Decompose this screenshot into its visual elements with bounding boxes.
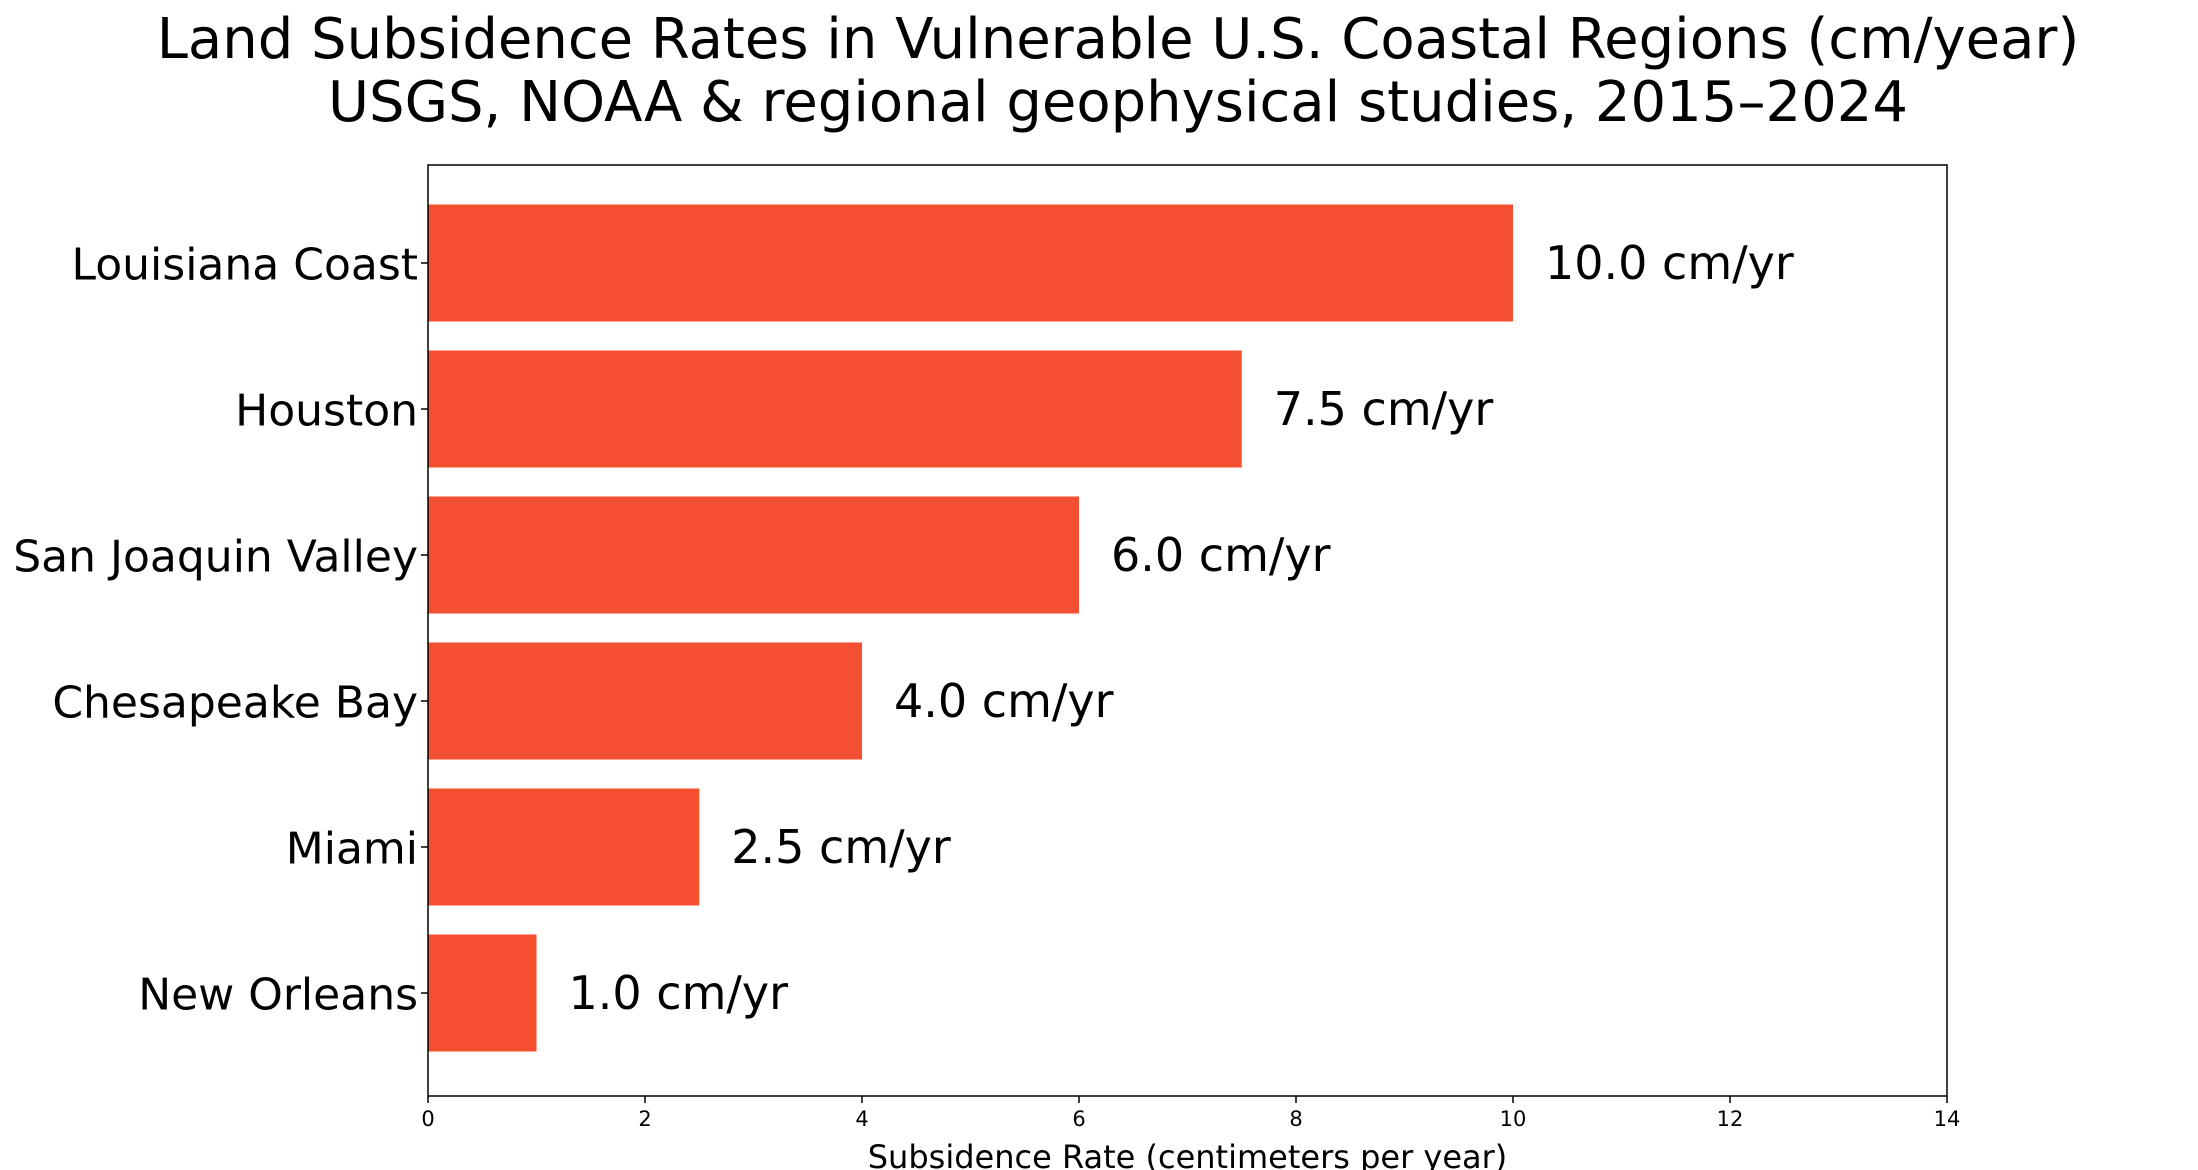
x-tick-label: 6 <box>1072 1107 1085 1131</box>
chart-title: Land Subsidence Rates in Vulnerable U.S.… <box>156 7 2080 72</box>
y-tick-label: San Joaquin Valley <box>13 532 418 583</box>
bar-louisiana-coast <box>428 204 1513 322</box>
x-axis: 0 2 4 6 8 10 12 14 <box>421 1096 1960 1131</box>
x-tick-label: 10 <box>1500 1107 1527 1131</box>
y-tick-label: Miami <box>286 824 418 875</box>
plot-area-frame <box>427 164 1948 1097</box>
x-tick-label: 4 <box>855 1107 868 1131</box>
bar-new-orleans <box>428 934 537 1052</box>
bar-value-label: 2.5 cm/yr <box>731 820 951 874</box>
y-tick-label: Houston <box>235 386 418 437</box>
bar-chesapeake-bay <box>428 642 862 760</box>
bar-value-label: 6.0 cm/yr <box>1111 528 1331 582</box>
bar-value-label: 4.0 cm/yr <box>894 674 1114 728</box>
y-tick-label: Chesapeake Bay <box>52 678 418 729</box>
bar-value-label: 1.0 cm/yr <box>569 966 789 1020</box>
chart-subtitle: USGS, NOAA & regional geophysical studie… <box>328 70 1908 135</box>
y-tick-label: Louisiana Coast <box>72 240 419 291</box>
x-tick-label: 0 <box>421 1107 434 1131</box>
bars-group <box>428 204 1513 1052</box>
bar-san-joaquin-valley <box>428 496 1079 614</box>
x-tick-label: 12 <box>1717 1107 1744 1131</box>
bar-value-label: 7.5 cm/yr <box>1274 382 1494 436</box>
x-tick-label: 8 <box>1289 1107 1302 1131</box>
y-tick-label: New Orleans <box>138 970 418 1021</box>
bar-value-label: 10.0 cm/yr <box>1545 236 1794 290</box>
y-axis: Louisiana Coast Houston San Joaquin Valley… <box>13 240 428 1021</box>
bar-houston <box>428 350 1242 468</box>
x-axis-label: Subsidence Rate (centimeters per year) <box>868 1138 1508 1170</box>
bar-miami <box>428 788 700 906</box>
value-labels-group: 10.0 cm/yr 7.5 cm/yr 6.0 cm/yr 4.0 cm/yr 2.5… <box>569 236 1794 1020</box>
x-tick-label: 2 <box>638 1107 651 1131</box>
x-tick-label: 14 <box>1934 1107 1961 1131</box>
